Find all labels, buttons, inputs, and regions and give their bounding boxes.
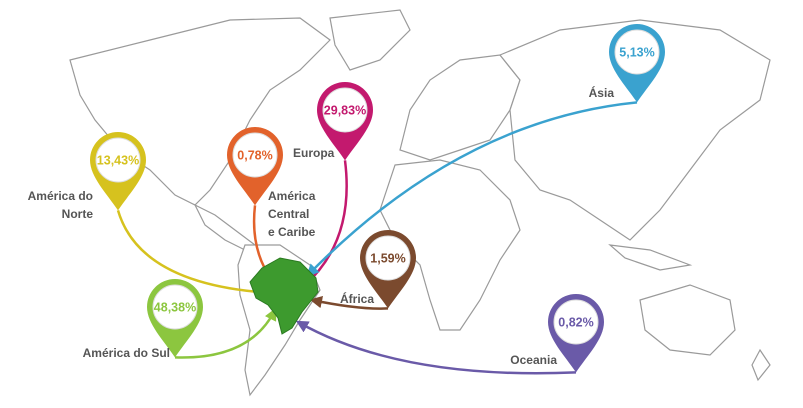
pin: 29,83% Europa [293,82,373,161]
pins: 13,43% América do Norte 0,78% América Central… [28,24,665,373]
pin: 48,38% América do Sul [83,279,203,360]
greenland [329,9,411,71]
pin-face [322,87,368,133]
pin-face [365,235,411,281]
region-name: América do [28,189,93,203]
pin-face [232,132,278,178]
brazil [249,257,319,335]
percentage: 13,43% [97,153,139,167]
arrow [306,101,638,277]
pin: 0,82% Oceania [510,294,604,373]
pin: 1,59% África [340,230,416,309]
arrow [116,210,275,299]
arrow [295,320,577,375]
arrow [174,307,277,359]
australia [639,284,736,356]
percentage: 0,78% [237,148,272,162]
percentage: 0,82% [558,315,593,329]
new-zealand [751,348,771,382]
pin-face [553,299,599,345]
region-name: Central [268,207,309,221]
arrow [309,295,389,310]
region-name: América do Sul [83,346,170,360]
pin-face [95,137,141,183]
pin: 0,78% América Central e Caribe [227,127,316,239]
central-america [193,203,257,251]
pin-face [152,284,198,330]
percentage: 29,83% [324,103,366,117]
region-name: Ásia [589,85,615,100]
europe [399,54,521,161]
percentage: 48,38% [154,300,196,314]
region-name: Europa [293,146,335,160]
region-name: África [340,291,374,306]
pin-face [614,29,660,75]
percentage: 5,13% [619,45,654,59]
indonesia [608,244,693,271]
region-name: e Caribe [268,225,316,239]
region-name: Norte [62,207,94,221]
pin: 5,13% Ásia [589,24,665,103]
region-name: Oceania [510,353,557,367]
pin: 13,43% América do Norte [28,132,146,221]
asia [499,19,771,241]
region-name: América [268,189,316,203]
arrow [303,160,348,287]
percentage: 1,59% [370,251,405,265]
arrows [116,101,638,375]
